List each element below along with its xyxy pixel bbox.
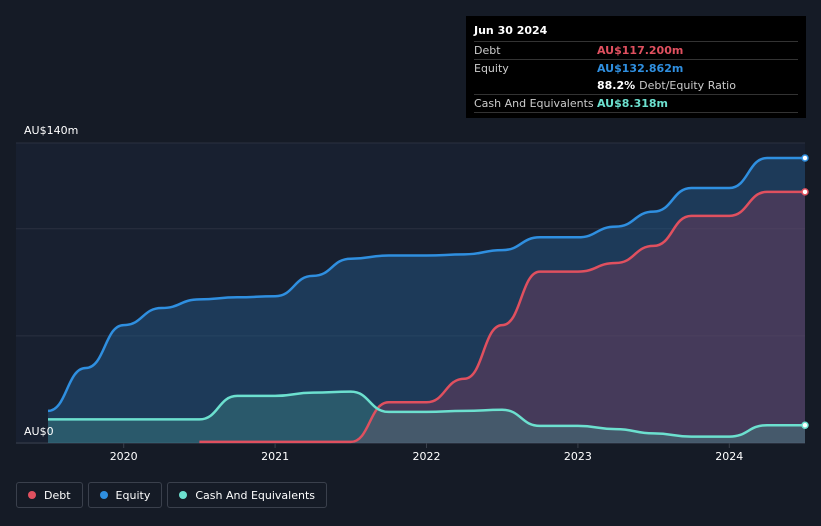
legend-label: Equity	[115, 488, 151, 502]
legend-item-cash[interactable]: Cash And Equivalents	[167, 482, 327, 508]
tooltip-row-ratio: 88.2% Debt/Equity Ratio	[474, 77, 798, 95]
area-debt	[199, 191, 805, 443]
tooltip-row-equity: Equity AU$132.862m	[474, 60, 798, 77]
x-axis: 2020 2021 2022 2023 2024	[110, 443, 743, 463]
tooltip-value-ratio: 88.2%	[597, 79, 636, 92]
tooltip-label: Debt	[474, 44, 501, 57]
endpoint-equity	[801, 154, 809, 162]
x-tick-label: 2024	[715, 450, 743, 463]
endpoint-debt	[801, 188, 809, 196]
y-axis: AU$140m AU$0	[24, 124, 78, 438]
series-endpoints	[801, 154, 809, 429]
x-tick-label: 2022	[413, 450, 441, 463]
line-equity	[47, 156, 805, 413]
tooltip-value-equity: AU$132.862m	[597, 62, 684, 75]
legend-item-debt[interactable]: Debt	[16, 482, 83, 508]
y-tick-label: AU$140m	[24, 124, 78, 137]
endpoint-cash-and-equivalents	[801, 421, 809, 429]
x-tick-label: 2021	[261, 450, 289, 463]
tooltip-row-cash: Cash And Equivalents AU$8.318m	[474, 95, 798, 113]
area-equity	[48, 158, 805, 443]
series-lines	[47, 156, 805, 444]
line-cash-and-equivalents	[47, 390, 805, 438]
tooltip-row-debt: Debt AU$117.200m	[474, 42, 798, 60]
legend: Debt Equity Cash And Equivalents	[16, 482, 327, 508]
tooltip-label	[474, 77, 597, 94]
x-tick-label: 2020	[110, 450, 138, 463]
line-debt	[199, 190, 805, 444]
y-tick-label: AU$0	[24, 425, 54, 438]
legend-label: Debt	[44, 488, 71, 502]
tooltip: Jun 30 2024 Debt AU$117.200m Equity AU$1…	[466, 16, 806, 118]
tooltip-ratio-label: Debt/Equity Ratio	[639, 79, 736, 92]
tooltip-label: Cash And Equivalents	[474, 97, 594, 110]
plot-area	[16, 143, 805, 444]
tooltip-value-debt: AU$117.200m	[597, 44, 684, 57]
x-tick-label: 2023	[564, 450, 592, 463]
tooltip-date: Jun 30 2024	[474, 22, 798, 42]
tooltip-value-cash: AU$8.318m	[597, 97, 669, 110]
legend-item-equity[interactable]: Equity	[87, 482, 163, 508]
legend-dot-equity	[99, 491, 108, 499]
legend-dot-cash	[179, 491, 188, 499]
tooltip-label: Equity	[474, 62, 509, 75]
legend-dot-debt	[28, 491, 36, 499]
legend-label: Cash And Equivalents	[195, 488, 315, 502]
